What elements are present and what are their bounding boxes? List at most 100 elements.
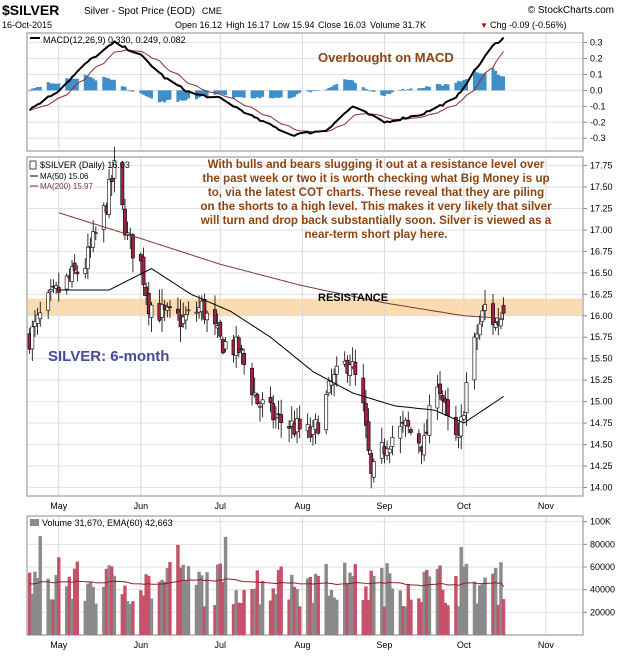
macd-hist-bar [277,90,281,98]
header-low: Low 15.94 [273,20,315,30]
volume-bar [478,585,482,635]
header-volume: Volume 31.7K [370,20,426,30]
month-label: Jun [134,501,149,511]
volume-bar [86,583,90,635]
y-tick-label: 20000 [590,607,615,617]
volume-bar [475,603,479,635]
macd-hist-bar [51,83,55,91]
volume-bar [308,576,312,635]
macd-hist-bar [147,90,151,98]
volume-bar [419,602,424,635]
macd-hist-bar [480,73,484,91]
header-brand[interactable]: © StockCharts.com [528,5,614,16]
volume-bar [30,593,34,635]
volume-bar [427,576,432,635]
ma200-line [58,212,504,319]
candle-body [353,361,358,375]
volume-bar [110,566,114,635]
candle-body [30,326,35,350]
candle-body [33,320,37,327]
month-label: Aug [294,640,310,650]
candle-body [363,403,368,426]
month-label: Nov [538,640,555,650]
candle-body [438,383,442,394]
candle-body [183,314,188,321]
volume-bar [83,600,87,635]
candle-body [422,435,427,456]
candle-body [46,292,51,311]
candle-body [459,416,464,437]
volume-bar [252,588,257,635]
macd-hist-bar [459,81,463,91]
month-label: Jun [134,640,149,650]
volume-bar [260,580,265,635]
volume-bar [443,602,448,635]
candle-body [483,304,487,311]
candle-body [406,420,411,427]
macd-hist-bar [472,70,476,91]
x-axis-months: May Jun Jul Aug Sep Oct Nov [50,501,554,511]
macd-hist-bar [502,76,506,91]
macd-hist-bar [28,90,32,92]
volume-bar [125,601,130,635]
macd-hist-bar [404,90,408,91]
candle-body [480,310,485,322]
volume-bar [250,589,254,635]
candle-body [493,322,498,328]
candle-body [176,308,180,314]
volume-bar [49,599,53,635]
candle-body [255,394,260,404]
month-label: Jul [215,640,227,650]
candle-body [273,416,278,419]
candle-body [268,396,273,404]
macd-hist-bar [168,90,172,100]
volume-bar [162,581,167,635]
volume-bar [417,598,421,635]
macd-hist-bar [425,86,429,91]
price-y-axis: 17.75 17.50 17.25 17.00 16.75 16.50 16.25 16.00… [583,161,613,492]
candle-body [371,461,376,478]
y-tick-label: -0.1 [590,101,606,111]
volume-bar [454,576,458,635]
volume-bar [231,604,236,635]
volume-bar [75,561,80,635]
header-description-text: Silver - Spot Price (EOD) [84,6,195,17]
candle-body [271,403,276,421]
header-close: Close 16.03 [318,20,366,30]
macd-hist-bar [311,90,315,92]
volume-bar [459,546,463,635]
volume-bar [480,583,485,635]
volume-bar [27,572,32,635]
candle-body [475,333,479,339]
y-tick-label: 14.50 [590,440,613,450]
y-tick-label: 15.50 [590,354,613,364]
macd-hist-bar [316,90,320,91]
candle-body [361,377,366,404]
header-change: Chg -0.09 (-0.56%) [490,20,567,30]
volume-bar [57,557,61,635]
candle-body [70,266,74,282]
macd-grid [28,34,582,150]
volume-bar [223,536,228,635]
y-tick-label: 0.0 [590,85,603,95]
macd-hist-bar [33,88,37,91]
candle-body [387,448,392,454]
y-tick-label: 17.50 [590,182,613,192]
macd-hist-bar [398,90,402,92]
candle-body [440,395,445,401]
volume-bar [382,606,387,635]
month-label: Nov [538,501,555,511]
candle-body [109,178,114,182]
volume-bar [311,602,315,635]
candle-body [194,311,199,314]
y-tick-label: 60000 [590,562,615,572]
macd-hist-bar [380,90,384,96]
macd-hist-bar [454,82,458,91]
volume-bar [186,566,191,635]
macd-hist-bar [216,90,220,94]
volume-panel-frame [26,515,584,636]
candle-body [168,306,172,308]
candle-body [120,162,125,206]
volume-bar [279,566,283,635]
